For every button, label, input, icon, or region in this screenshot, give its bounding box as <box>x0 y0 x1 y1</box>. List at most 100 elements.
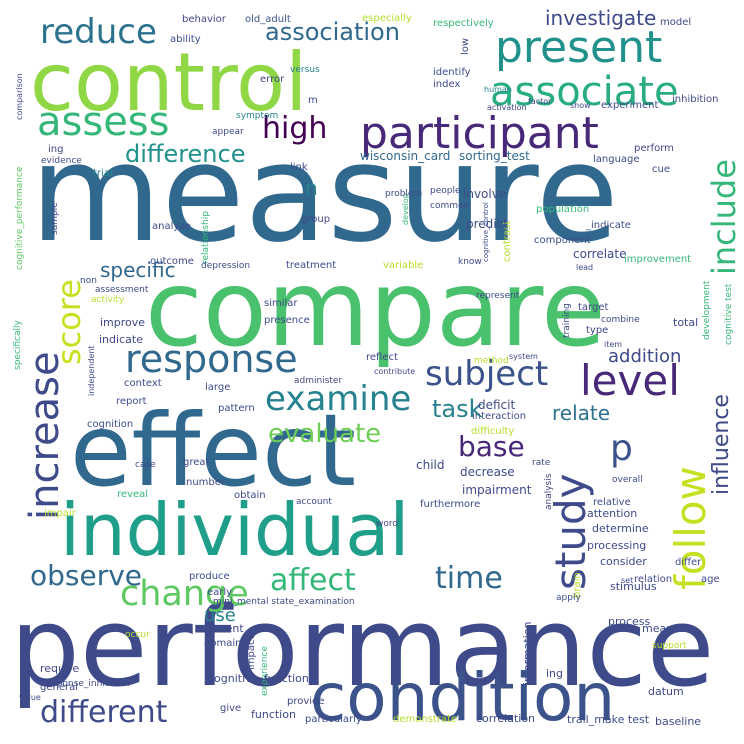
word-66: perform <box>634 143 674 154</box>
word-11: response <box>125 337 298 381</box>
word-141: attention <box>587 507 637 520</box>
word-46: respectively <box>433 18 494 29</box>
word-54: show <box>570 101 591 110</box>
word-177: baseline <box>655 715 701 728</box>
word-130: case <box>135 460 156 470</box>
word-119: pattern <box>218 403 255 414</box>
word-57: activation <box>487 103 527 112</box>
word-134: obtain <box>234 490 266 501</box>
word-14: study <box>546 474 595 590</box>
word-53: factor <box>528 97 552 106</box>
word-118: large <box>205 382 230 393</box>
word-33: evaluate <box>268 419 381 449</box>
word-12: assess <box>37 99 169 145</box>
word-128: decrease <box>460 465 515 479</box>
word-132: reveal <box>117 489 148 500</box>
word-21: subject <box>425 354 548 394</box>
word-1: compare <box>145 248 606 370</box>
word-164: cognitive_function <box>208 672 309 685</box>
word-50: identify <box>433 67 471 78</box>
word-103: development <box>702 280 712 340</box>
word-94: assessment <box>95 285 149 295</box>
word-24: affect <box>270 563 356 598</box>
word-81: correlate <box>573 247 627 261</box>
word-104: cognitive test <box>724 283 734 345</box>
word-79: _indicate <box>585 220 631 231</box>
word-36: specific <box>100 258 176 282</box>
word-99: represent <box>476 291 520 301</box>
word-100: target <box>578 302 608 313</box>
word-176: trail_make test <box>567 713 650 726</box>
word-122: interaction <box>472 411 526 422</box>
word-3: control <box>30 36 307 129</box>
word-78: predict <box>466 217 508 231</box>
word-145: differ <box>675 557 702 568</box>
word-86: group <box>301 214 330 225</box>
word-175: correlation <box>476 712 535 725</box>
word-10: increase <box>22 351 68 520</box>
word-133: number <box>186 477 226 488</box>
word-56: inhibition <box>672 94 719 105</box>
word-171: demonstrate <box>393 714 457 725</box>
word-65: language <box>593 154 640 165</box>
word-75: problem <box>385 189 422 199</box>
word-112: contribute <box>374 367 415 376</box>
word-92: know <box>458 257 482 267</box>
word-59: versus <box>290 65 320 75</box>
word-62: appear <box>212 127 244 137</box>
word-106: type <box>586 325 608 336</box>
word-80: component <box>534 235 591 246</box>
word-138: word <box>376 519 398 529</box>
word-172: information <box>521 621 534 685</box>
word-13: follow <box>666 466 715 590</box>
word-17: reduce <box>40 12 157 52</box>
word-167: provide <box>287 696 325 707</box>
word-136: furthermore <box>420 499 480 510</box>
word-110: context <box>124 378 162 389</box>
word-162: require <box>40 662 79 675</box>
word-90: treatment <box>286 260 336 271</box>
word-5: individual <box>60 488 409 572</box>
word-116: independent <box>87 345 96 396</box>
word-47: model <box>660 17 691 28</box>
word-38: use <box>204 605 236 626</box>
word-18: high <box>262 111 327 146</box>
word-96: activity <box>91 295 125 305</box>
word-135: account <box>296 497 332 507</box>
word-34: influence <box>709 394 734 495</box>
word-0: measure <box>30 115 619 272</box>
word-166: value <box>19 693 41 702</box>
word-35: relate <box>552 401 610 425</box>
word-37: addition <box>608 346 681 367</box>
word-160: support <box>652 641 687 651</box>
word-55: experiment <box>601 100 659 111</box>
word-98: presence <box>264 315 310 326</box>
word-67: cue <box>652 164 670 175</box>
word-168: give <box>220 703 241 714</box>
word-23: observe <box>30 559 142 592</box>
word-178: process <box>608 615 651 628</box>
word-60: m <box>308 95 318 106</box>
word-95: non <box>80 276 97 286</box>
word-85: analyze <box>152 221 191 232</box>
word-125: rate <box>532 458 551 468</box>
word-157: impact <box>246 636 257 670</box>
word-108: improve <box>100 316 145 329</box>
word-6: condition <box>310 659 615 736</box>
word-32: base <box>458 430 525 463</box>
word-84: sample <box>50 202 60 235</box>
word-123: difficulty <box>471 426 514 437</box>
word-52: human <box>484 85 512 94</box>
word-26: different <box>40 695 168 730</box>
word-170: particularly <box>305 714 362 725</box>
word-45: especially <box>362 13 412 24</box>
word-41: sorting_test <box>459 149 530 163</box>
word-143: processing <box>587 539 646 552</box>
word-82: improvement <box>624 254 691 265</box>
word-40: wisconsin_card <box>360 149 450 163</box>
word-70: ing <box>48 144 63 155</box>
word-9: associate <box>490 69 679 115</box>
word-87: relationship <box>201 211 211 264</box>
